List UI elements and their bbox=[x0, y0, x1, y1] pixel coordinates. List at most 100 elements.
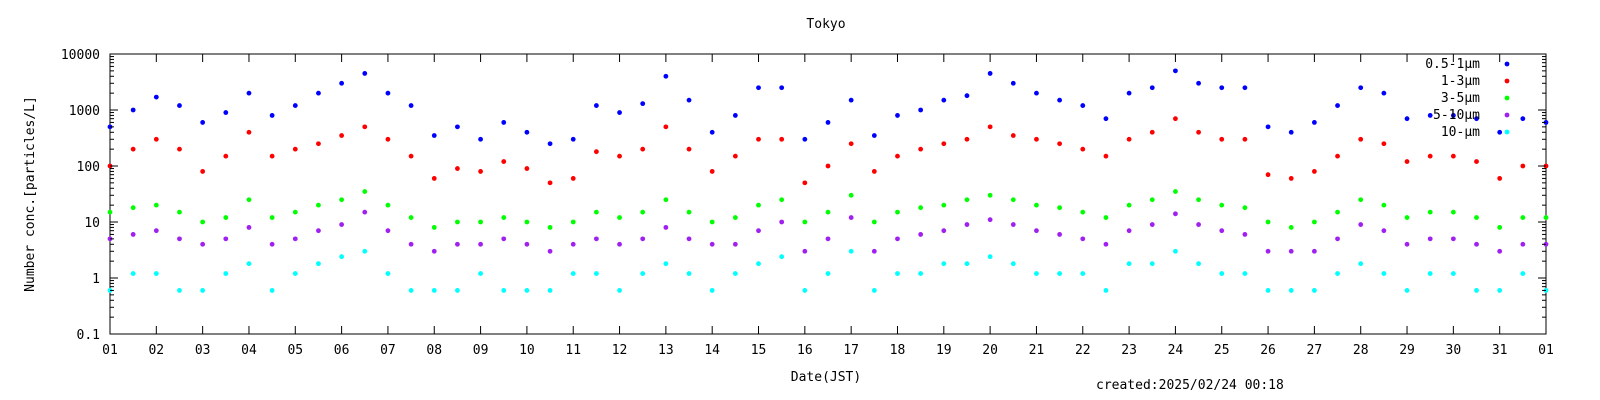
data-point bbox=[130, 232, 136, 237]
legend-label: 0.5-1μm bbox=[1425, 57, 1480, 72]
data-point bbox=[1080, 146, 1086, 152]
data-point bbox=[1288, 225, 1294, 230]
data-point bbox=[455, 288, 460, 293]
data-point bbox=[292, 209, 298, 215]
data-point bbox=[640, 146, 646, 152]
data-point bbox=[1358, 222, 1364, 227]
data-point bbox=[1219, 202, 1225, 208]
data-point bbox=[362, 189, 368, 194]
data-point bbox=[732, 271, 738, 276]
data-point bbox=[1057, 232, 1063, 237]
data-point bbox=[1149, 222, 1155, 227]
plot-frame bbox=[109, 53, 1547, 335]
data-point bbox=[153, 271, 159, 276]
data-point bbox=[1126, 90, 1132, 96]
data-point bbox=[1497, 225, 1503, 230]
data-point bbox=[709, 129, 715, 135]
x-tick-label: 13 bbox=[658, 343, 674, 358]
data-point bbox=[941, 202, 947, 208]
data-point bbox=[1034, 202, 1039, 208]
data-point bbox=[362, 71, 368, 76]
data-point bbox=[1450, 153, 1456, 159]
data-point bbox=[130, 146, 136, 152]
x-tick-label: 15 bbox=[751, 343, 767, 358]
data-point bbox=[316, 141, 321, 147]
data-point bbox=[385, 202, 391, 208]
data-point bbox=[1265, 219, 1271, 225]
data-point bbox=[617, 110, 622, 115]
data-point bbox=[848, 141, 854, 147]
data-point bbox=[964, 222, 970, 227]
data-point bbox=[362, 124, 368, 130]
data-point bbox=[663, 197, 669, 203]
data-point bbox=[1242, 136, 1248, 142]
data-point bbox=[825, 236, 831, 242]
data-point bbox=[223, 110, 229, 115]
data-point bbox=[1450, 113, 1456, 118]
data-point bbox=[1288, 129, 1294, 135]
data-point bbox=[1173, 211, 1178, 217]
data-point bbox=[848, 97, 854, 103]
data-point bbox=[292, 146, 298, 152]
data-point bbox=[1335, 236, 1340, 242]
data-point bbox=[1288, 248, 1294, 254]
data-point bbox=[1427, 113, 1433, 118]
data-point bbox=[640, 101, 646, 107]
data-point bbox=[1034, 90, 1039, 96]
data-point bbox=[617, 153, 622, 159]
data-point bbox=[686, 236, 692, 242]
data-point bbox=[1427, 236, 1433, 242]
data-point bbox=[1010, 133, 1016, 138]
legend-marker bbox=[1504, 129, 1510, 135]
created-timestamp: created:2025/02/24 00:18 bbox=[1096, 378, 1284, 393]
data-point bbox=[408, 103, 414, 108]
data-point bbox=[1196, 261, 1201, 267]
data-point bbox=[1057, 205, 1063, 211]
data-point bbox=[570, 136, 576, 142]
data-point bbox=[1196, 222, 1201, 227]
data-point bbox=[1474, 215, 1479, 220]
data-point bbox=[987, 71, 993, 76]
x-tick-label: 25 bbox=[1214, 343, 1230, 358]
data-point bbox=[1265, 288, 1271, 293]
data-point bbox=[177, 209, 182, 215]
legend-label: 1-3μm bbox=[1441, 74, 1480, 89]
x-tick-label: 06 bbox=[334, 343, 350, 358]
data-point bbox=[478, 169, 483, 174]
data-point bbox=[153, 228, 159, 234]
data-point bbox=[200, 219, 206, 225]
data-point bbox=[478, 219, 483, 225]
data-point bbox=[1103, 215, 1109, 220]
data-point bbox=[987, 217, 993, 223]
data-point bbox=[223, 153, 229, 159]
y-tick-label: 10 bbox=[84, 216, 100, 231]
data-point bbox=[455, 124, 460, 130]
data-point bbox=[223, 215, 229, 220]
x-tick-label: 18 bbox=[890, 343, 906, 358]
data-point bbox=[918, 146, 924, 152]
data-point bbox=[1335, 103, 1340, 108]
data-point bbox=[617, 215, 622, 220]
x-tick-label: 27 bbox=[1307, 343, 1323, 358]
data-point bbox=[1242, 205, 1248, 211]
data-point bbox=[316, 90, 321, 96]
data-point bbox=[1173, 248, 1178, 254]
x-tick-label: 02 bbox=[148, 343, 164, 358]
data-point bbox=[408, 153, 414, 159]
legend-label: 3-5μm bbox=[1441, 91, 1480, 106]
y-tick-label: 0.1 bbox=[77, 328, 100, 343]
series-0 bbox=[107, 68, 1549, 147]
data-point bbox=[1450, 271, 1456, 276]
x-axis: 01 02 03 04 05 06 07 08 09 10 11 12 13 14 15 16 17 18 19 20… bbox=[102, 54, 1554, 358]
data-point bbox=[987, 254, 993, 260]
data-point bbox=[895, 153, 900, 159]
data-point bbox=[339, 197, 345, 203]
data-point bbox=[1358, 85, 1364, 91]
data-point bbox=[501, 288, 507, 293]
data-point bbox=[1474, 116, 1479, 122]
data-point bbox=[964, 197, 970, 203]
data-point bbox=[1080, 236, 1086, 242]
data-point bbox=[1335, 153, 1340, 159]
legend-label: 10-μm bbox=[1441, 125, 1480, 140]
